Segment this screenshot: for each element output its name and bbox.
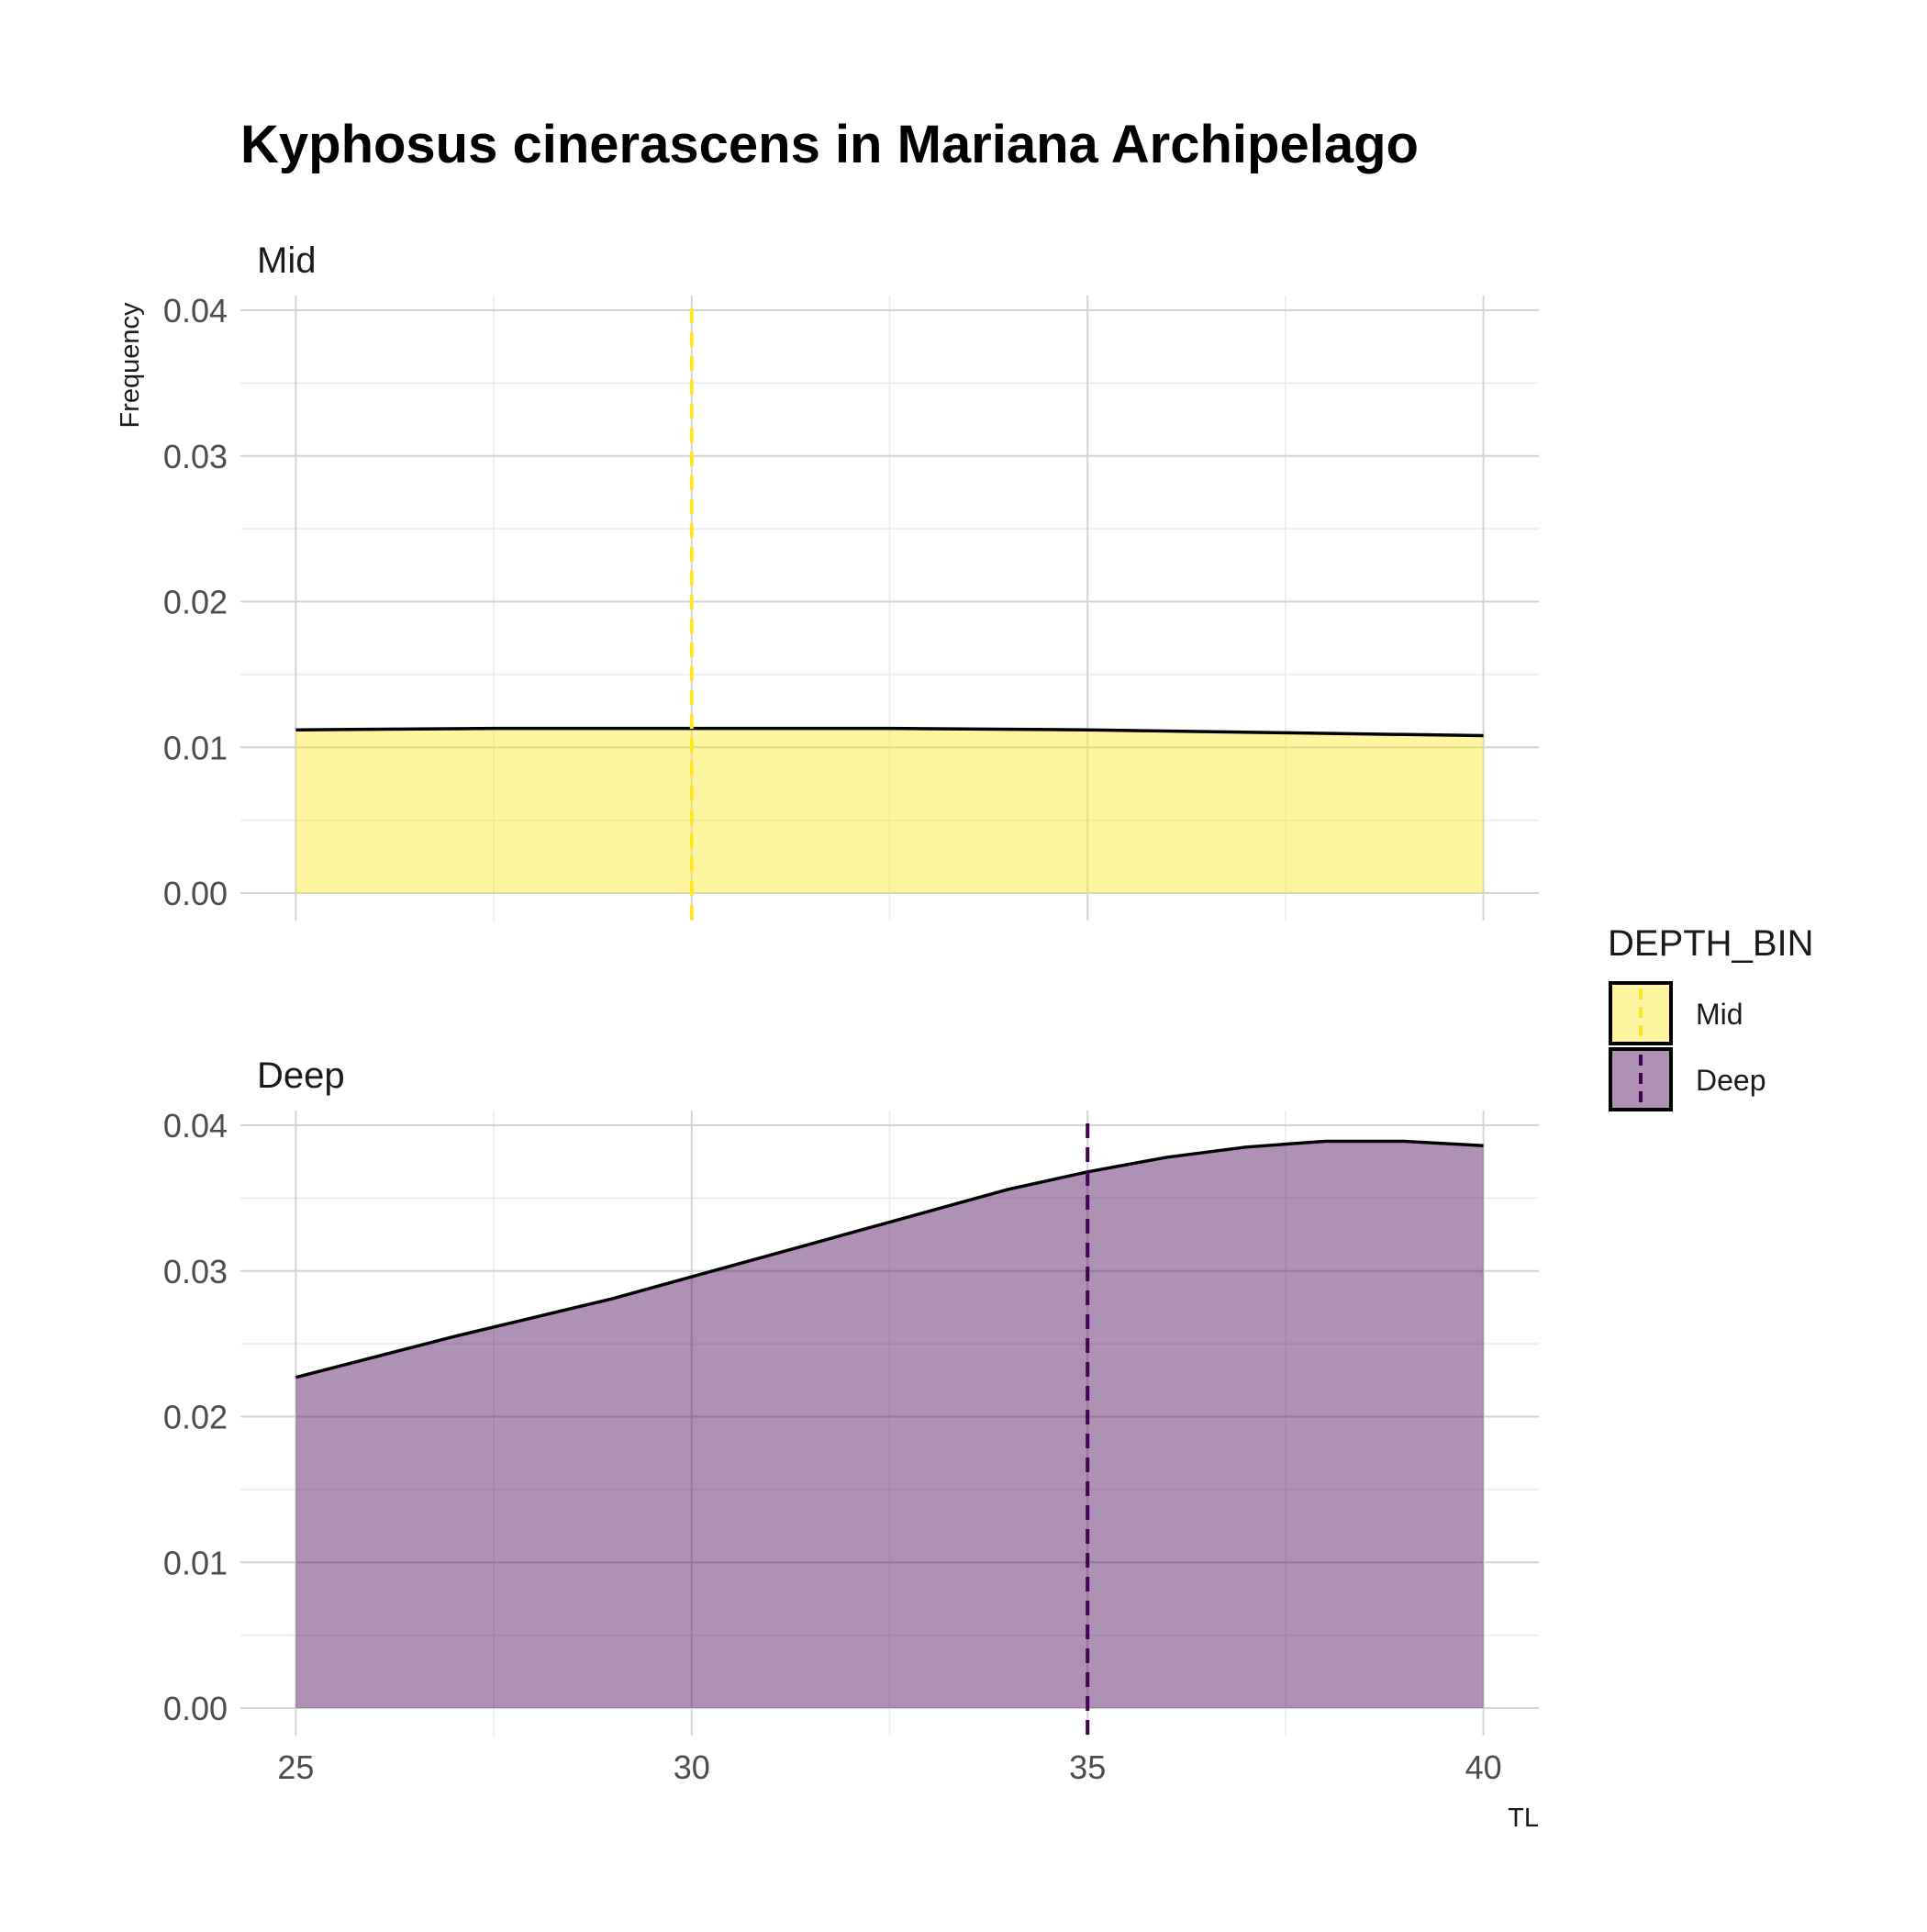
density-area-deep xyxy=(295,1141,1484,1708)
y-tick-label: 0.03 xyxy=(163,438,228,475)
legend-item-deep: Deep xyxy=(1609,1047,1766,1111)
x-axis-title: TL xyxy=(1508,1804,1539,1833)
panel-mid: Mid 0.00 0.01 0.02 0.03 0.04 xyxy=(163,240,1539,921)
legend-label-mid: Mid xyxy=(1696,998,1743,1031)
x-tick-label: 30 xyxy=(674,1748,710,1786)
y-tick-label: 0.04 xyxy=(163,292,228,329)
panel-deep: Deep 0.00 0.01 0.02 0.03 0.04 xyxy=(163,1055,1539,1736)
y-tick-label: 0.00 xyxy=(163,875,228,912)
legend-item-mid: Mid xyxy=(1609,981,1743,1045)
x-tick-label: 25 xyxy=(277,1748,314,1786)
panels-layer: Mid 0.00 0.01 0.02 0.03 0.04 Deep 0.00 0.01 0.02 0… xyxy=(163,240,1539,1786)
legend: DEPTH_BIN Mid Deep xyxy=(1608,923,1814,1111)
legend-label-deep: Deep xyxy=(1696,1064,1766,1097)
y-tick-label: 0.04 xyxy=(163,1107,228,1145)
y-tick-label: 0.00 xyxy=(163,1690,228,1727)
y-tick-label: 0.01 xyxy=(163,1544,228,1581)
y-tick-label: 0.02 xyxy=(163,1399,228,1436)
density-area-mid xyxy=(295,728,1484,893)
facet-label-deep: Deep xyxy=(257,1055,345,1096)
y-tick-label: 0.03 xyxy=(163,1253,228,1290)
density-line-deep xyxy=(295,1139,1484,1379)
chart-title: Kyphosus cinerascens in Mariana Archipel… xyxy=(240,115,1419,174)
x-tick-label: 40 xyxy=(1465,1748,1502,1786)
y-axis-title: Frequency xyxy=(116,302,145,429)
density-line-mid xyxy=(295,726,1484,738)
facet-label-mid: Mid xyxy=(257,240,316,281)
legend-title: DEPTH_BIN xyxy=(1608,923,1814,964)
y-tick-label: 0.01 xyxy=(163,729,228,766)
y-tick-label: 0.02 xyxy=(163,584,228,621)
x-tick-label: 35 xyxy=(1069,1748,1106,1786)
